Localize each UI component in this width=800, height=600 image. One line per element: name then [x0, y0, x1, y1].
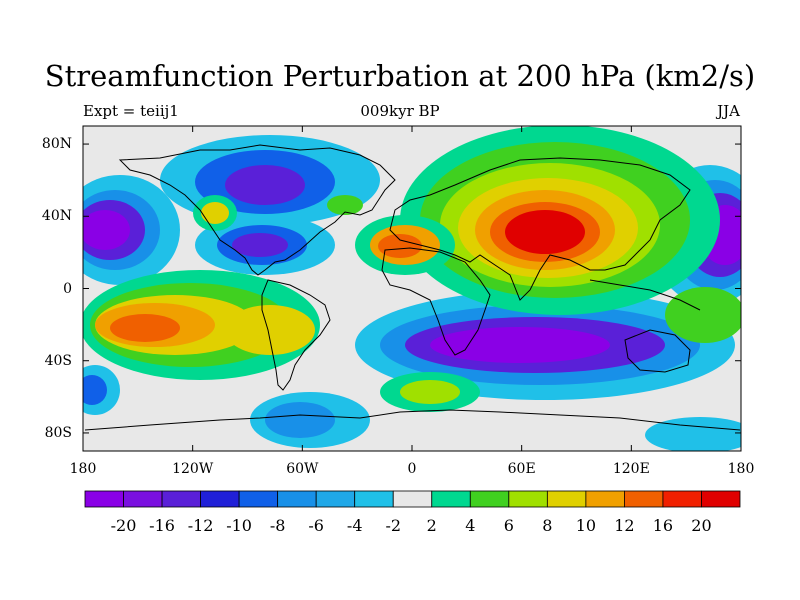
colorbar-box — [123, 490, 163, 508]
positive-anomaly-regions — [83, 126, 741, 412]
colorbar-label: 10 — [575, 516, 597, 535]
colorbar-box — [662, 490, 702, 508]
experiment-label: Expt = teiij1 — [83, 102, 179, 120]
colorbar-label: -16 — [149, 516, 175, 535]
colorbar-box — [585, 490, 625, 508]
lat-tick-label: 40S — [44, 352, 72, 369]
lon-tick-label: 60E — [507, 461, 536, 477]
colorbar-label: -12 — [187, 516, 214, 535]
colorbar-label: -8 — [269, 516, 286, 535]
lat-tick-label: 80S — [44, 424, 72, 441]
lat-tick-label: 0 — [63, 280, 72, 297]
colorbar-box — [354, 490, 394, 508]
lon-tick-label: 180 — [727, 461, 755, 477]
colorbar-box — [469, 490, 510, 508]
colorbar-label: -6 — [308, 516, 324, 535]
lon-tick-label: 60W — [286, 461, 319, 477]
colorbar-box — [701, 490, 741, 508]
colorbar-label: 6 — [503, 516, 514, 535]
period-label: 009kyr BP — [360, 102, 440, 120]
lon-tick-label: 120E — [612, 461, 650, 477]
season-label: JJA — [717, 102, 740, 120]
colorbar-label: -10 — [226, 516, 252, 535]
lat-tick-label: 40N — [41, 208, 72, 225]
colorbar-box — [238, 490, 279, 508]
colorbar-box — [161, 490, 201, 508]
colorbar — [84, 490, 741, 508]
colorbar-label: 12 — [614, 516, 635, 535]
colorbar-box — [392, 490, 433, 508]
colorbar-label: -2 — [385, 516, 402, 535]
colorbar-box — [277, 490, 317, 508]
colorbar-label: 16 — [652, 516, 674, 535]
lon-tick-label: 0 — [407, 461, 417, 477]
lon-tick-label: 180 — [69, 461, 97, 477]
colorbar-label: 2 — [426, 516, 437, 535]
colorbar-label: 8 — [542, 516, 553, 535]
colorbar-box — [315, 490, 356, 508]
lon-tick-label: 120W — [172, 461, 214, 477]
colorbar-box — [200, 490, 240, 508]
colorbar-label: -4 — [346, 516, 363, 535]
colorbar-label: 4 — [465, 516, 476, 535]
colorbar-box — [546, 490, 587, 508]
chart-title: Streamfunction Perturbation at 200 hPa (… — [44, 59, 756, 93]
axis-ticks — [82, 126, 742, 451]
colorbar-label: 20 — [691, 516, 712, 535]
colorbar-label: -20 — [110, 516, 137, 535]
colorbar-box — [431, 490, 471, 508]
lat-tick-label: 80N — [41, 136, 72, 153]
contour-fill-layer — [83, 126, 741, 451]
colorbar-box — [84, 490, 124, 508]
colorbar-box — [508, 490, 548, 508]
coastlines — [84, 144, 741, 431]
colorbar-box — [624, 490, 664, 508]
